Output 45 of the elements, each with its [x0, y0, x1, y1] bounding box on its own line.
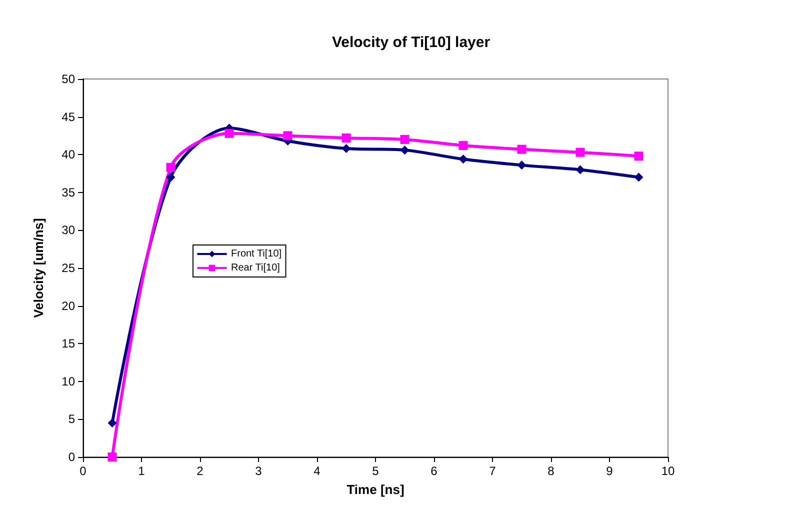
y-tick-label: 20 — [62, 298, 76, 313]
point — [576, 165, 585, 174]
y-tick-label: 10 — [62, 374, 76, 388]
x-tick-label: 1 — [138, 464, 146, 478]
point — [576, 148, 585, 157]
legend-label: Front Ti[10] — [231, 248, 282, 260]
point — [517, 144, 526, 154]
x-tick-label: 3 — [255, 464, 262, 478]
y-tick-label: 25 — [62, 261, 76, 275]
x-tick-label: 8 — [548, 464, 555, 478]
point — [634, 172, 644, 182]
point — [166, 162, 176, 172]
point — [458, 141, 468, 150]
x-tick-label: 4 — [314, 464, 321, 478]
x-tick-label: 5 — [372, 464, 380, 478]
y-tick-label: 0 — [68, 450, 76, 464]
point — [458, 154, 468, 164]
y-tick-label: 40 — [62, 148, 76, 162]
point — [517, 160, 526, 170]
x-tick-label: 6 — [430, 464, 438, 478]
legend-label: Rear Ti[10] — [231, 262, 280, 274]
point — [342, 133, 351, 142]
x-tick-label: 7 — [489, 464, 496, 478]
x-axis-title: Time [ns] — [346, 482, 404, 497]
x-tick-label: 2 — [196, 464, 204, 478]
point — [224, 128, 234, 138]
point — [400, 134, 410, 144]
y-axis-title: Velocity [um/ns] — [31, 218, 46, 318]
chart-title: Velocity of Ti[10] layer — [332, 34, 490, 51]
x-tick-label: 9 — [606, 464, 614, 478]
point — [166, 172, 176, 182]
y-tick-label: 30 — [62, 223, 76, 238]
point — [108, 418, 117, 428]
point — [108, 452, 117, 462]
point — [342, 144, 351, 154]
x-tick-label: 0 — [80, 464, 87, 478]
point — [283, 131, 292, 140]
y-tick-label: 35 — [62, 185, 76, 200]
x-tick-label: 10 — [661, 464, 675, 478]
y-tick-label: 15 — [62, 336, 76, 351]
point — [634, 152, 644, 161]
y-tick-label: 45 — [62, 110, 76, 124]
point — [400, 146, 410, 155]
y-tick-label: 5 — [68, 412, 76, 426]
y-tick-label: 50 — [62, 72, 76, 86]
